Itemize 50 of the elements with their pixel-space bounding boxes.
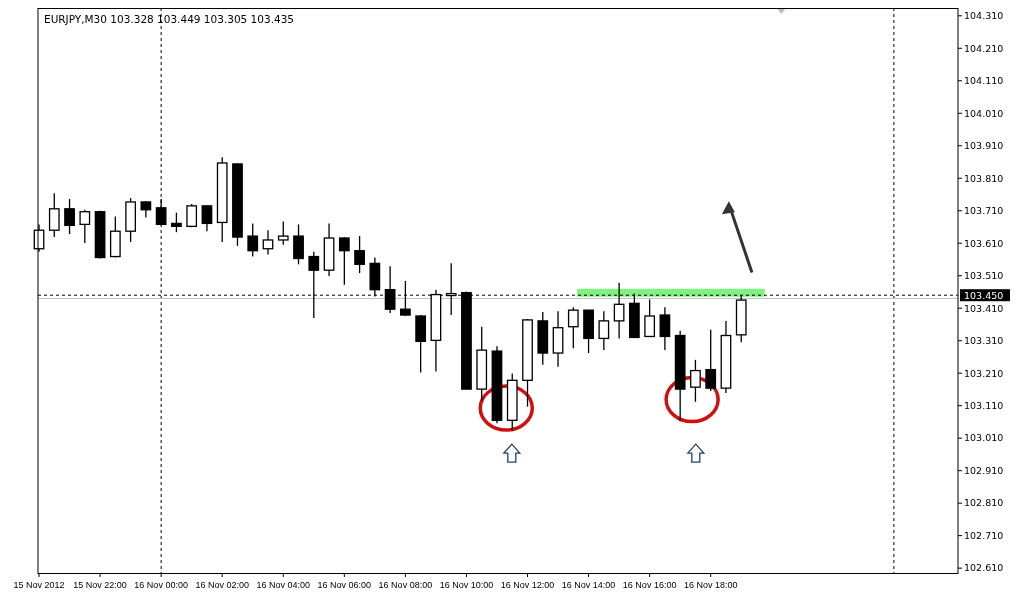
x-tick-label: 16 Nov 02:00 [195,580,249,590]
y-tick-label: 103.810 [964,172,1004,184]
candlestick [48,192,60,238]
candlestick [247,222,259,258]
x-tick-label: 16 Nov 00:00 [134,580,188,590]
candlestick [705,329,717,392]
candlestick [644,298,656,338]
x-tick-label: 16 Nov 16:00 [622,580,677,590]
x-tick-label: 16 Nov 18:00 [683,580,738,590]
ref-line-label: 103.450 [964,289,1004,301]
candlestick [293,223,304,265]
candlestick [567,306,579,349]
candlestick [598,310,610,351]
y-tick-label: 104.110 [964,75,1004,87]
y-tick-label: 102.610 [964,562,1004,574]
candlestick [79,209,91,244]
x-tick-label: 16 Nov 14:00 [561,580,616,590]
x-tick-label: 16 Nov 06:00 [317,580,372,590]
text: EURJPY,M30 103.328 103.449 103.305 103.435 [44,13,295,25]
candlestick [262,229,274,256]
y-tick-label: 104.010 [964,107,1004,119]
y-tick-label: 103.310 [964,335,1004,347]
x-tick-label: 15 Nov 2012 [13,580,65,590]
y-tick-label: 103.110 [964,400,1004,411]
y-tick-label: 103.610 [964,237,1004,249]
x-tick-label: 16 Nov 04:00 [256,580,311,590]
candlestick [64,198,75,235]
candlestick [690,359,701,403]
candlestick [354,235,365,274]
y-tick-label: 102.910 [964,464,1004,476]
y-tick-label: 104.210 [964,42,1004,54]
candlestick [277,220,289,246]
candlestick [171,212,182,233]
candlestick [659,306,671,351]
y-tick-label: 103.510 [964,270,1004,282]
y-tick-label: 103.410 [964,302,1004,314]
y-tick-label: 103.910 [964,140,1004,152]
y-tick-label: 102.810 [964,497,1004,509]
candlestick [338,236,350,286]
x-tick-label: 16 Nov 10:00 [439,580,494,590]
y-tick-label: 103.710 [964,205,1004,217]
y-tick-label: 104.310 [964,10,1004,22]
y-tick-label: 102.710 [964,529,1004,541]
candlestick [384,265,396,314]
y-tick-label: 103.210 [964,367,1004,379]
candlestick [201,205,213,232]
x-tick-label: 15 Nov 22:00 [73,580,127,590]
x-tick-label: 16 Nov 12:00 [500,580,555,590]
y-tick-label: 103.010 [964,432,1004,444]
x-tick-label: 16 Nov 08:00 [378,580,433,590]
